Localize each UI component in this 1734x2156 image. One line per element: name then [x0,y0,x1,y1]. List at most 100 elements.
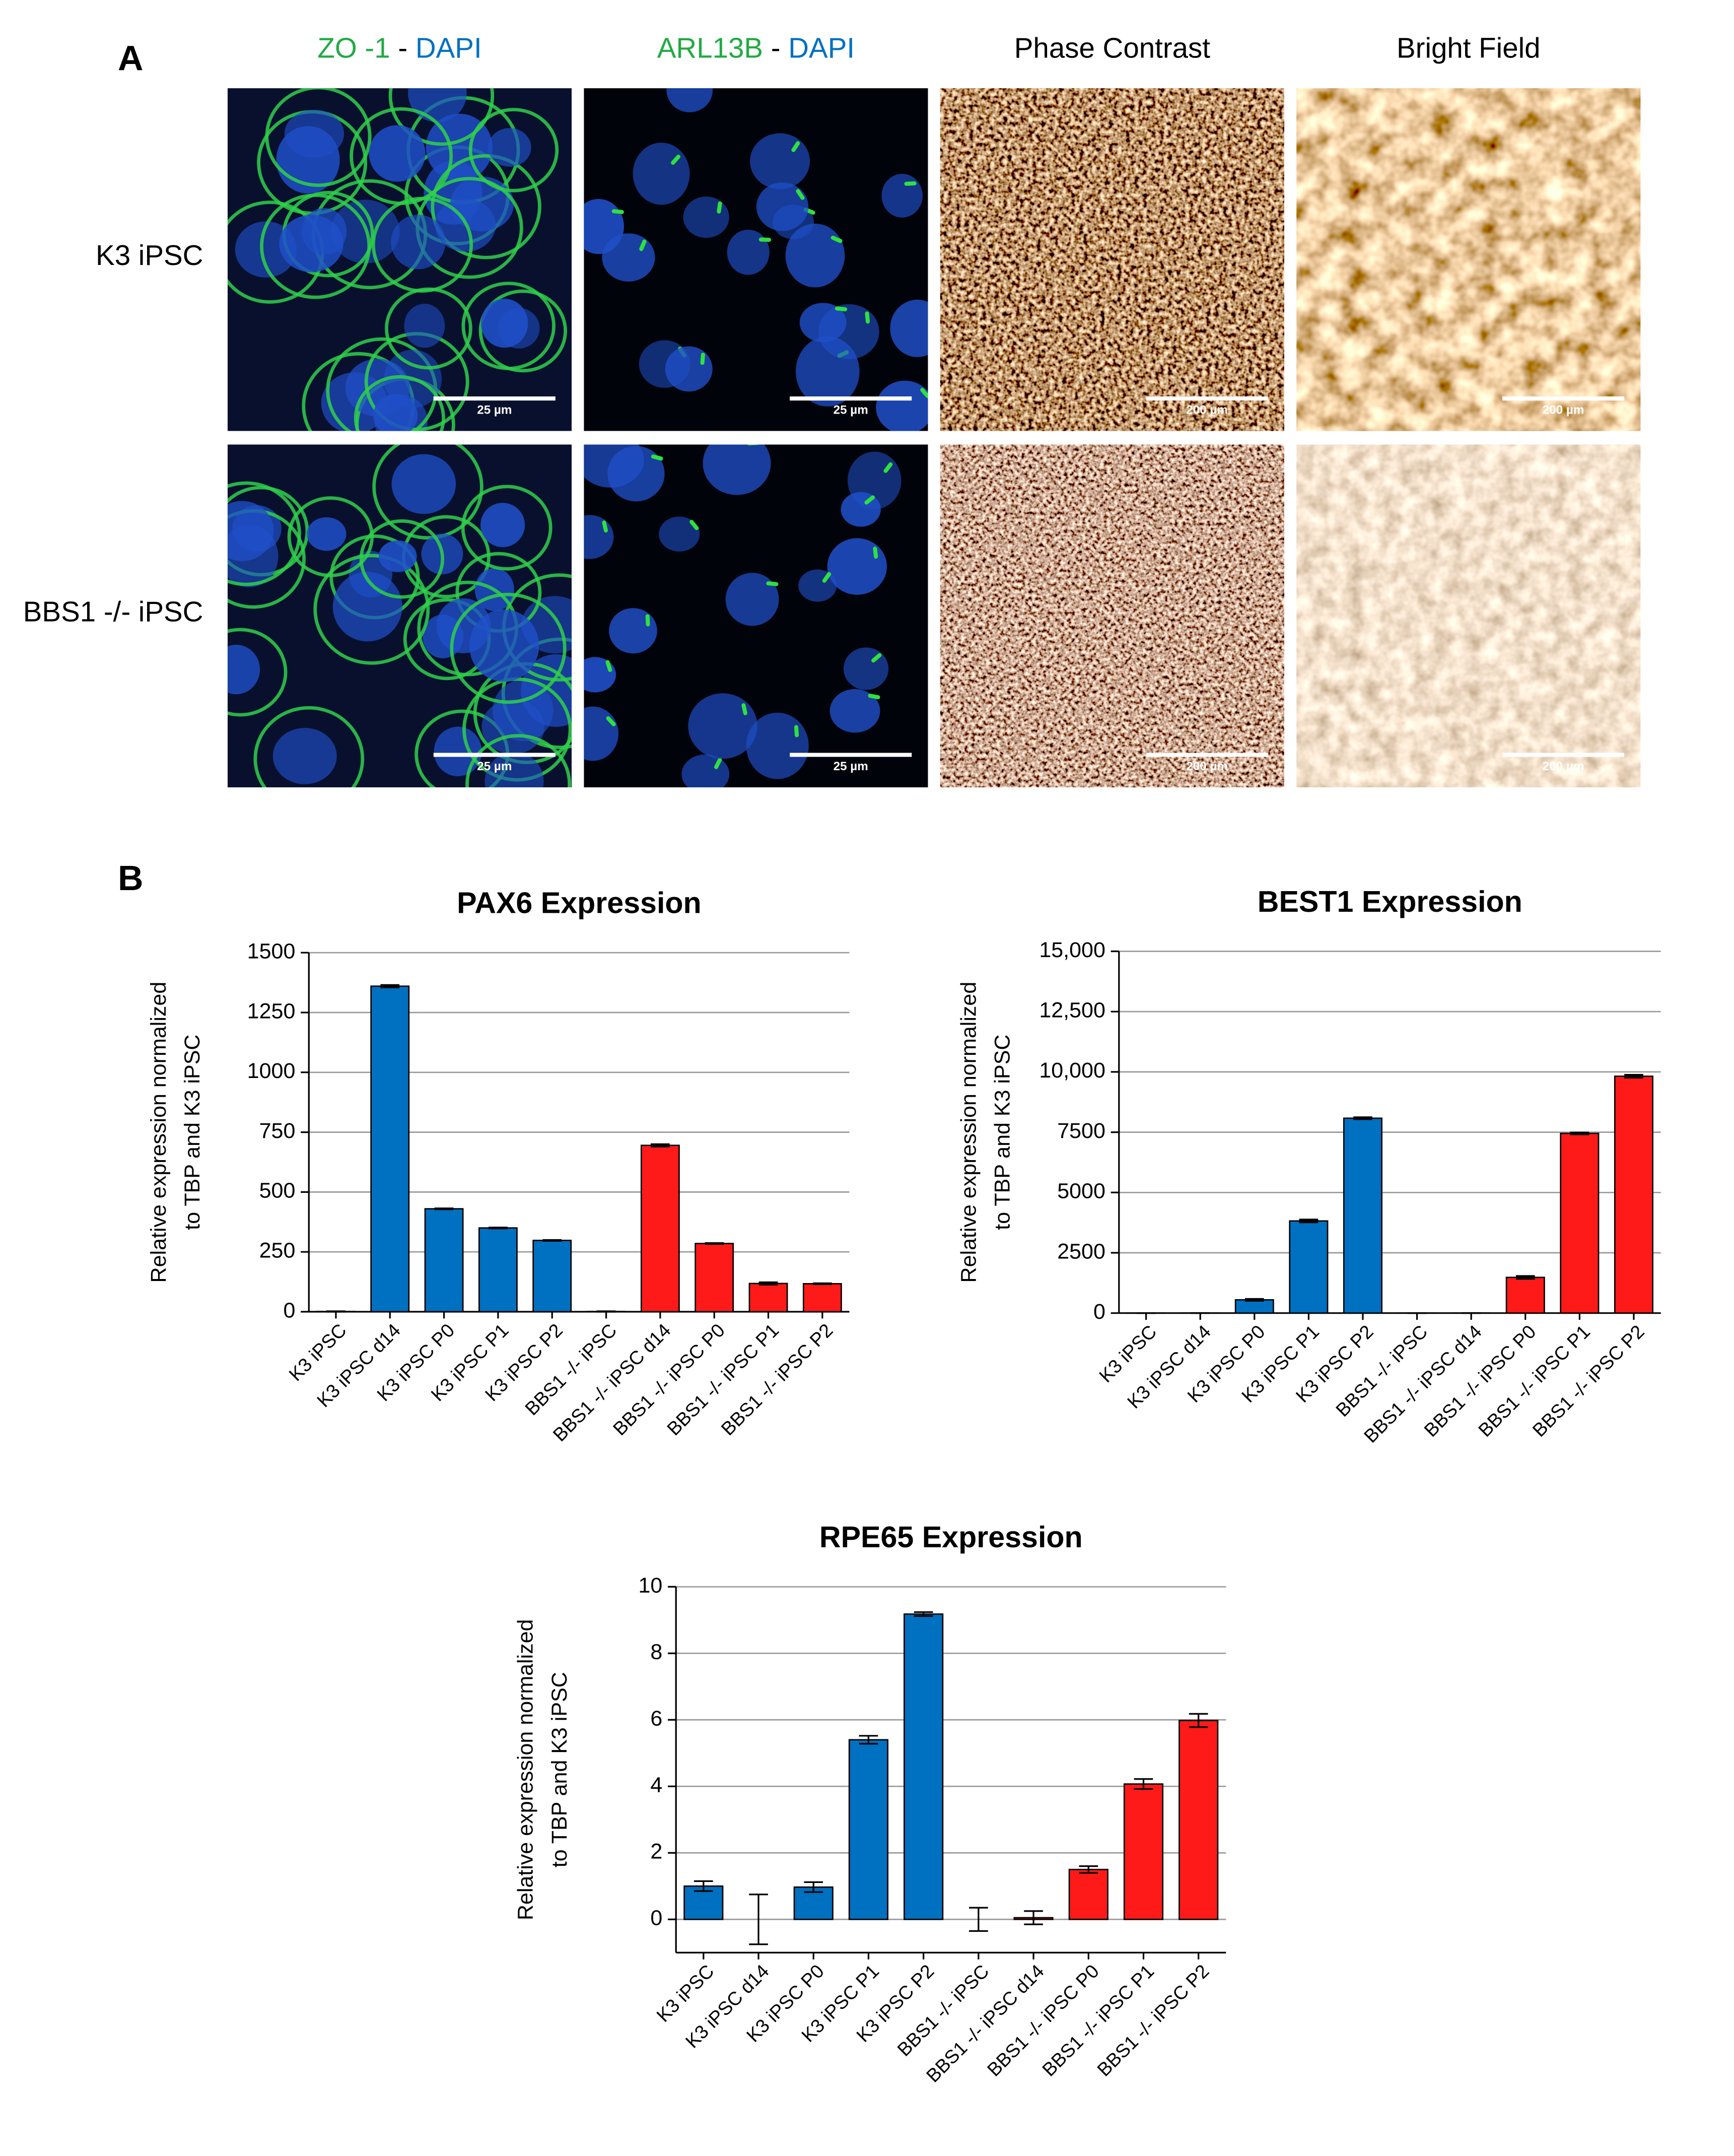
y-tick-label: 2 [650,1840,662,1864]
header-part: - [390,32,415,64]
nucleus [750,133,810,189]
y-tick-label: 1250 [247,999,296,1023]
cell-border [227,481,301,586]
nucleus [404,304,445,348]
nucleus [227,644,260,695]
bar [1123,1783,1164,1920]
error-bar [434,1207,454,1210]
nucleus [284,110,344,158]
cilium [904,181,917,186]
micrograph: 25 µm [227,88,572,431]
cell-border [354,375,445,431]
cilium [791,141,800,152]
nucleus [332,572,402,642]
bar [802,1283,842,1313]
cilium [822,572,831,583]
error-bar [1024,1910,1043,1925]
nucleus [373,394,418,431]
error-bar [758,1281,778,1286]
cell-border [461,485,552,571]
cilium [651,454,663,461]
bar [1289,1220,1329,1314]
bar [1505,1276,1545,1314]
y-axis-label: Relative expression normalized [956,982,981,1283]
y-tick-label: 500 [259,1179,296,1203]
scale-bar-label: 25 µm [834,403,868,417]
nucleus [584,444,644,488]
y-tick-label: 0 [650,1906,662,1930]
error-bar [749,1894,768,1945]
bar [532,1240,572,1313]
error-bar [1079,1865,1098,1874]
nucleus [843,647,889,690]
micrograph: 25 µm [584,444,928,788]
cell-border [227,628,288,717]
bar [904,1613,944,1920]
scale-bar-label: 200 µm [1186,403,1228,417]
scale-bar-label: 200 µm [1186,760,1228,773]
bar [695,1243,734,1313]
y-tick-label: 6 [650,1706,662,1730]
nucleus [369,125,426,182]
nucleus [881,174,923,218]
cilium [920,388,928,398]
y-tick-label: 0 [283,1298,295,1322]
nucleus [227,501,274,561]
bar [424,1208,464,1313]
nucleus [681,754,730,788]
cell-border [265,88,372,187]
error-bar [914,1611,933,1617]
y-tick-label: 10 [638,1573,662,1597]
bar [1614,1075,1653,1314]
nucleus [480,299,528,348]
nucleus [609,608,657,654]
error-bar [804,1881,823,1893]
cell-border [350,107,453,205]
cilium [611,209,624,214]
bar [1178,1720,1219,1920]
error-bar [859,1735,878,1745]
nucleus [584,198,624,254]
error-bar [542,1239,562,1242]
cilium [934,312,938,319]
nucleus [725,573,779,626]
nucleus [584,515,614,559]
error-bar [705,1242,724,1245]
nucleus [727,229,770,275]
y-tick-label: 8 [650,1640,662,1664]
error-bar [694,1880,713,1892]
cell-border [385,287,472,370]
micrograph: 25 µm [584,76,938,431]
cell-border [253,706,365,788]
header-part: DAPI [788,32,855,64]
nucleus [408,88,467,122]
cilium [605,660,612,672]
nucleus [799,303,847,343]
image-bg [940,444,1284,788]
error-bar [1353,1116,1372,1120]
error-bar [1189,1713,1208,1728]
nucleus [272,728,337,784]
cell-border [287,496,374,577]
cell-border [450,592,567,704]
nucleus [484,752,544,788]
cell-border [461,282,556,370]
error-bar [1515,1275,1535,1280]
cell-border [465,734,572,788]
column-header: Phase Contrast [1014,32,1211,64]
cilium [871,653,882,663]
cell-border [468,108,559,192]
micrograph: 200 µm [1296,444,1641,788]
micrograph: 200 µm [1296,88,1641,431]
header-part: Bright Field [1397,32,1541,64]
row-label: BBS1 -/- iPSC [23,596,203,628]
cilium [714,758,722,769]
cilium [830,235,843,243]
cilium [699,76,704,83]
cilium [602,520,608,533]
header-part: DAPI [415,32,482,64]
cell-border [260,193,371,299]
y-tick-label: 750 [259,1119,296,1143]
micrograph: 200 µm [940,88,1284,431]
